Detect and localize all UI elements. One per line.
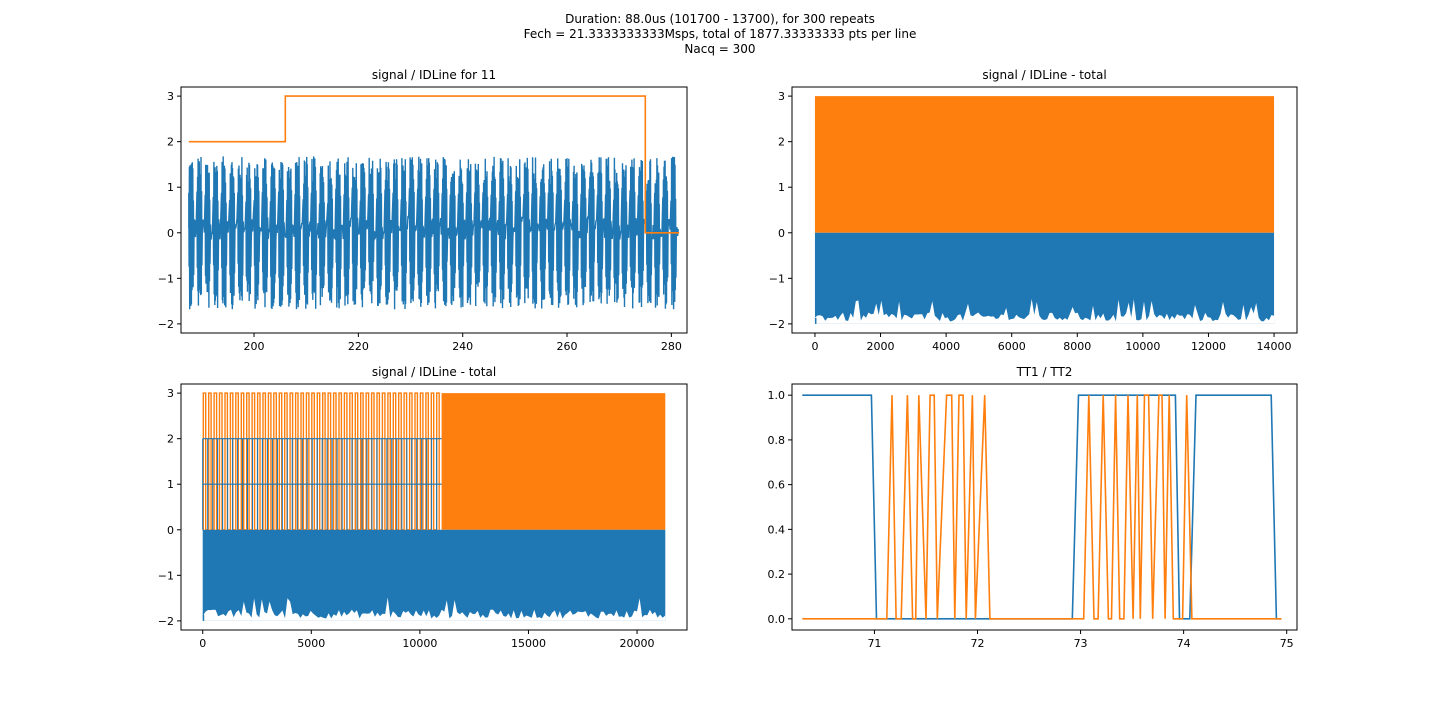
x-tick-label: 15000 xyxy=(511,637,546,650)
y-tick-label: 1 xyxy=(167,478,174,491)
chart-title: signal / IDLine - total xyxy=(982,68,1106,82)
series-2-blue-edge-left xyxy=(202,614,205,621)
axes-frame xyxy=(791,383,1298,631)
y-tick-label: 2 xyxy=(778,136,785,149)
y-tick-label: −1 xyxy=(158,569,174,582)
y-tick-label: 0.0 xyxy=(768,613,786,626)
chart-4: 71 72 73 74 75 0.0 0.2 0.4 0.6 0.8 1.0 TT1 / TT2 xyxy=(768,365,1298,650)
series-2-blue-edge-mask xyxy=(815,299,1274,324)
suptitle-line-1: Duration: 88.0us (101700 - 13700), for 3… xyxy=(565,12,875,26)
y-tick-label: −2 xyxy=(158,615,174,628)
y-tick-label: −1 xyxy=(158,272,174,285)
x-tick-label: 2000 xyxy=(867,340,895,353)
series-2-blue-fill xyxy=(202,529,666,621)
y-tick-label: 1 xyxy=(167,181,174,194)
x-tick-label: 260 xyxy=(557,340,578,353)
x-tick-label: 72 xyxy=(971,637,985,650)
series-2-orange xyxy=(188,95,680,234)
x-tick-label: 4000 xyxy=(932,340,960,353)
y-tick-label: 0.2 xyxy=(768,568,786,581)
chart-2: 0 2000 4000 6000 8000 10000 12000 14000 −2 −1 0 1 2 3… xyxy=(769,68,1298,353)
y-tick-label: 0 xyxy=(167,524,174,537)
y-tick-label: 1.0 xyxy=(768,389,786,402)
axes-frame xyxy=(180,86,688,334)
x-tick-label: 0 xyxy=(199,637,206,650)
series-2-orange xyxy=(802,394,1282,620)
plot-area xyxy=(814,96,1275,324)
figure-suptitle: Duration: 88.0us (101700 - 13700), for 3… xyxy=(0,12,1440,57)
y-tick-label: 3 xyxy=(778,90,785,103)
x-tick-label: 74 xyxy=(1177,637,1191,650)
y-tick-label: 3 xyxy=(167,387,174,400)
chart-3: 0 5000 10000 15000 20000 −2 −1 0 1 2 3 signal / IDL… xyxy=(158,365,688,650)
x-tick-label: 8000 xyxy=(1063,340,1091,353)
series-1-orange-pulses xyxy=(202,392,440,531)
chart-1: 200 220 240 260 280 −2 −1 0 1 2 3 signal / IDLine f… xyxy=(158,68,688,353)
series-1-orange-fill xyxy=(814,96,1275,233)
x-tick-label: 75 xyxy=(1280,637,1294,650)
x-tick-label: 73 xyxy=(1074,637,1088,650)
y-tick-label: 0 xyxy=(778,227,785,240)
suptitle-line-2: Fech = 21.3333333333Msps, total of 1877.… xyxy=(523,27,917,41)
series-2-blue-pulses xyxy=(202,438,442,530)
series-2-blue-fill xyxy=(814,232,1275,324)
series-1-blue xyxy=(802,394,1282,620)
x-tick-label: 71 xyxy=(867,637,881,650)
x-tick-label: 280 xyxy=(661,340,682,353)
x-tick-label: 6000 xyxy=(998,340,1026,353)
y-tick-label: 1 xyxy=(778,181,785,194)
plot-area xyxy=(202,392,666,621)
y-tick-label: 0.8 xyxy=(768,434,786,447)
plot-area xyxy=(802,394,1282,620)
x-tick-label: 14000 xyxy=(1257,340,1292,353)
x-tick-label: 10000 xyxy=(402,637,437,650)
x-tick-label: 220 xyxy=(348,340,369,353)
y-tick-label: 3 xyxy=(167,90,174,103)
series-1-orange-fill xyxy=(441,393,666,530)
axes-frame xyxy=(791,86,1298,334)
chart-title: signal / IDLine - total xyxy=(372,365,496,379)
x-tick-label: 20000 xyxy=(620,637,655,650)
x-tick-label: 10000 xyxy=(1125,340,1160,353)
chart-title: signal / IDLine for 11 xyxy=(372,68,496,82)
y-tick-label: 0.4 xyxy=(768,523,786,536)
suptitle-line-3: Nacq = 300 xyxy=(684,42,756,56)
y-tick-label: −2 xyxy=(158,318,174,331)
plot-area xyxy=(188,95,680,310)
y-tick-label: 2 xyxy=(167,433,174,446)
x-tick-label: 0 xyxy=(811,340,818,353)
x-tick-label: 5000 xyxy=(297,637,325,650)
chart-title: TT1 / TT2 xyxy=(1016,365,1073,379)
y-tick-label: 0 xyxy=(167,227,174,240)
x-tick-label: 12000 xyxy=(1191,340,1226,353)
series-2-blue-edge-left xyxy=(814,317,817,324)
y-tick-label: −1 xyxy=(769,272,785,285)
axes-frame xyxy=(180,383,688,631)
series-2-blue-edge-mask xyxy=(202,597,666,621)
y-tick-label: −2 xyxy=(769,318,785,331)
x-tick-label: 240 xyxy=(452,340,473,353)
y-tick-label: 0.6 xyxy=(768,479,786,492)
series-1-blue xyxy=(188,156,679,310)
y-tick-label: 2 xyxy=(167,136,174,149)
x-tick-label: 200 xyxy=(244,340,265,353)
